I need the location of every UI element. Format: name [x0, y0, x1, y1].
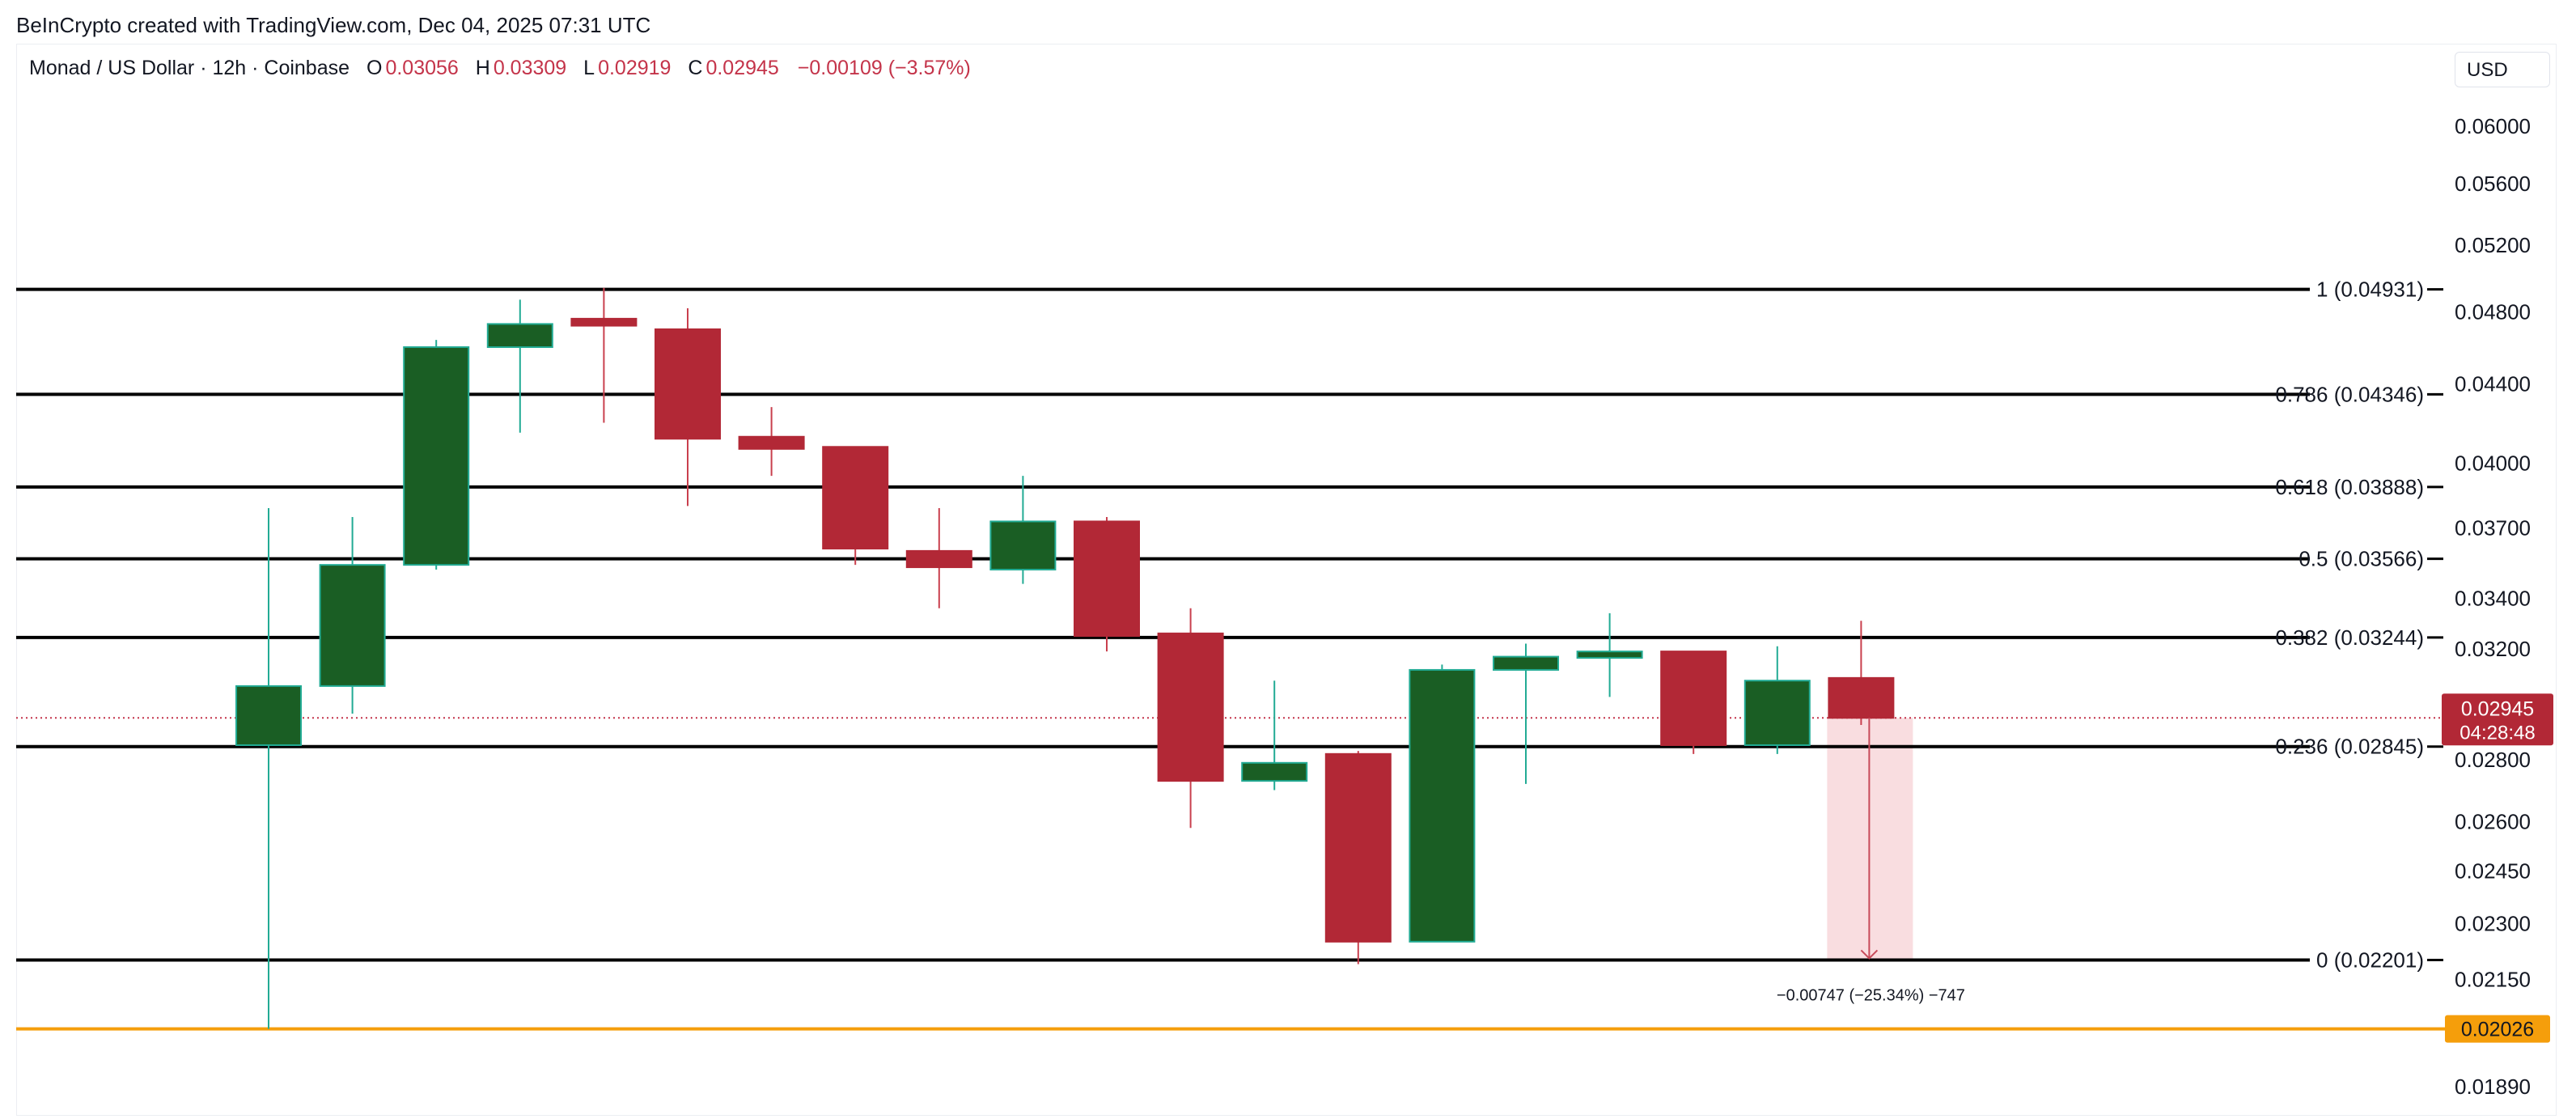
y-tick-label: 0.02150	[2455, 968, 2531, 992]
candle-body	[905, 549, 972, 569]
candle-body	[738, 435, 805, 450]
candle-body	[1828, 676, 1895, 719]
open-value: 0.03056	[385, 57, 459, 79]
fib-label: 0.786 (0.04346)	[2275, 382, 2424, 406]
candle-body	[1743, 680, 1811, 746]
fib-label: 1 (0.04931)	[2316, 278, 2424, 302]
candle-body	[655, 328, 721, 440]
y-tick-label: 0.04400	[2455, 372, 2531, 396]
candle-body	[570, 317, 638, 327]
y-tick-label: 0.03200	[2455, 637, 2531, 661]
low-value: 0.02919	[598, 57, 672, 79]
high-value: 0.03309	[493, 57, 567, 79]
y-tick-label: 0.03700	[2455, 516, 2531, 540]
chart-frame	[16, 44, 2557, 1116]
candle-body	[1241, 761, 1308, 782]
y-tick-label: 0.02300	[2455, 911, 2531, 935]
fib-label: 0.5 (0.03566)	[2298, 547, 2424, 571]
fib-label: 0.236 (0.02845)	[2275, 735, 2424, 759]
fib-label: 0.382 (0.03244)	[2275, 625, 2424, 650]
candle-body	[1074, 520, 1140, 637]
currency-selector[interactable]: USD	[2455, 52, 2550, 87]
measure-label: −0.00747 (−25.34%) −747	[1777, 986, 1965, 1004]
y-tick-label: 0.05200	[2455, 233, 2531, 257]
y-tick-label: 0.03400	[2455, 587, 2531, 611]
low-key: L	[583, 57, 595, 79]
y-tick-label: 0.01890	[2455, 1074, 2531, 1099]
last-price-tag	[2442, 693, 2553, 746]
candle-body	[1493, 655, 1559, 671]
support-price-value: 0.02026	[2461, 1019, 2534, 1041]
candle-body	[319, 564, 386, 687]
candle-body	[1660, 651, 1727, 746]
y-tick-label: 0.05600	[2455, 172, 2531, 196]
ohlc-legend: Monad / US Dollar · 12h · Coinbase O 0.03…	[29, 57, 974, 80]
measure-arrowhead	[1860, 949, 1879, 960]
y-tick-label: 0.06000	[2455, 114, 2531, 138]
last-price-value: 0.02945	[2461, 697, 2534, 720]
y-tick-label: 0.02800	[2455, 748, 2531, 772]
candle-body	[235, 685, 302, 746]
y-tick-label: 0.02450	[2455, 858, 2531, 883]
symbol-label: Monad / US Dollar · 12h · Coinbase	[29, 57, 350, 79]
fib-label: 0.618 (0.03888)	[2275, 475, 2424, 499]
change-value: −0.00109 (−3.57%)	[797, 57, 971, 79]
candle-body	[1157, 632, 1224, 782]
y-tick-label: 0.02600	[2455, 809, 2531, 833]
candle-body	[1324, 752, 1392, 943]
y-tick-label: 0.04000	[2455, 451, 2531, 476]
candle-body	[822, 446, 889, 550]
candle-body	[1409, 668, 1476, 943]
bar-countdown: 04:28:48	[2459, 722, 2535, 744]
candle-body	[989, 520, 1057, 570]
candle-body	[486, 323, 553, 349]
close-key: C	[688, 57, 703, 79]
high-key: H	[475, 57, 490, 79]
fib-label: 0 (0.02201)	[2316, 947, 2424, 972]
y-tick-label: 0.04800	[2455, 299, 2531, 324]
close-value: 0.02945	[705, 57, 779, 79]
chart-credit: BeInCrypto created with TradingView.com,…	[16, 13, 651, 37]
open-key: O	[366, 57, 383, 79]
candle-body	[1576, 651, 1643, 659]
candle-body	[403, 346, 470, 566]
support-price-tag	[2445, 1015, 2550, 1043]
